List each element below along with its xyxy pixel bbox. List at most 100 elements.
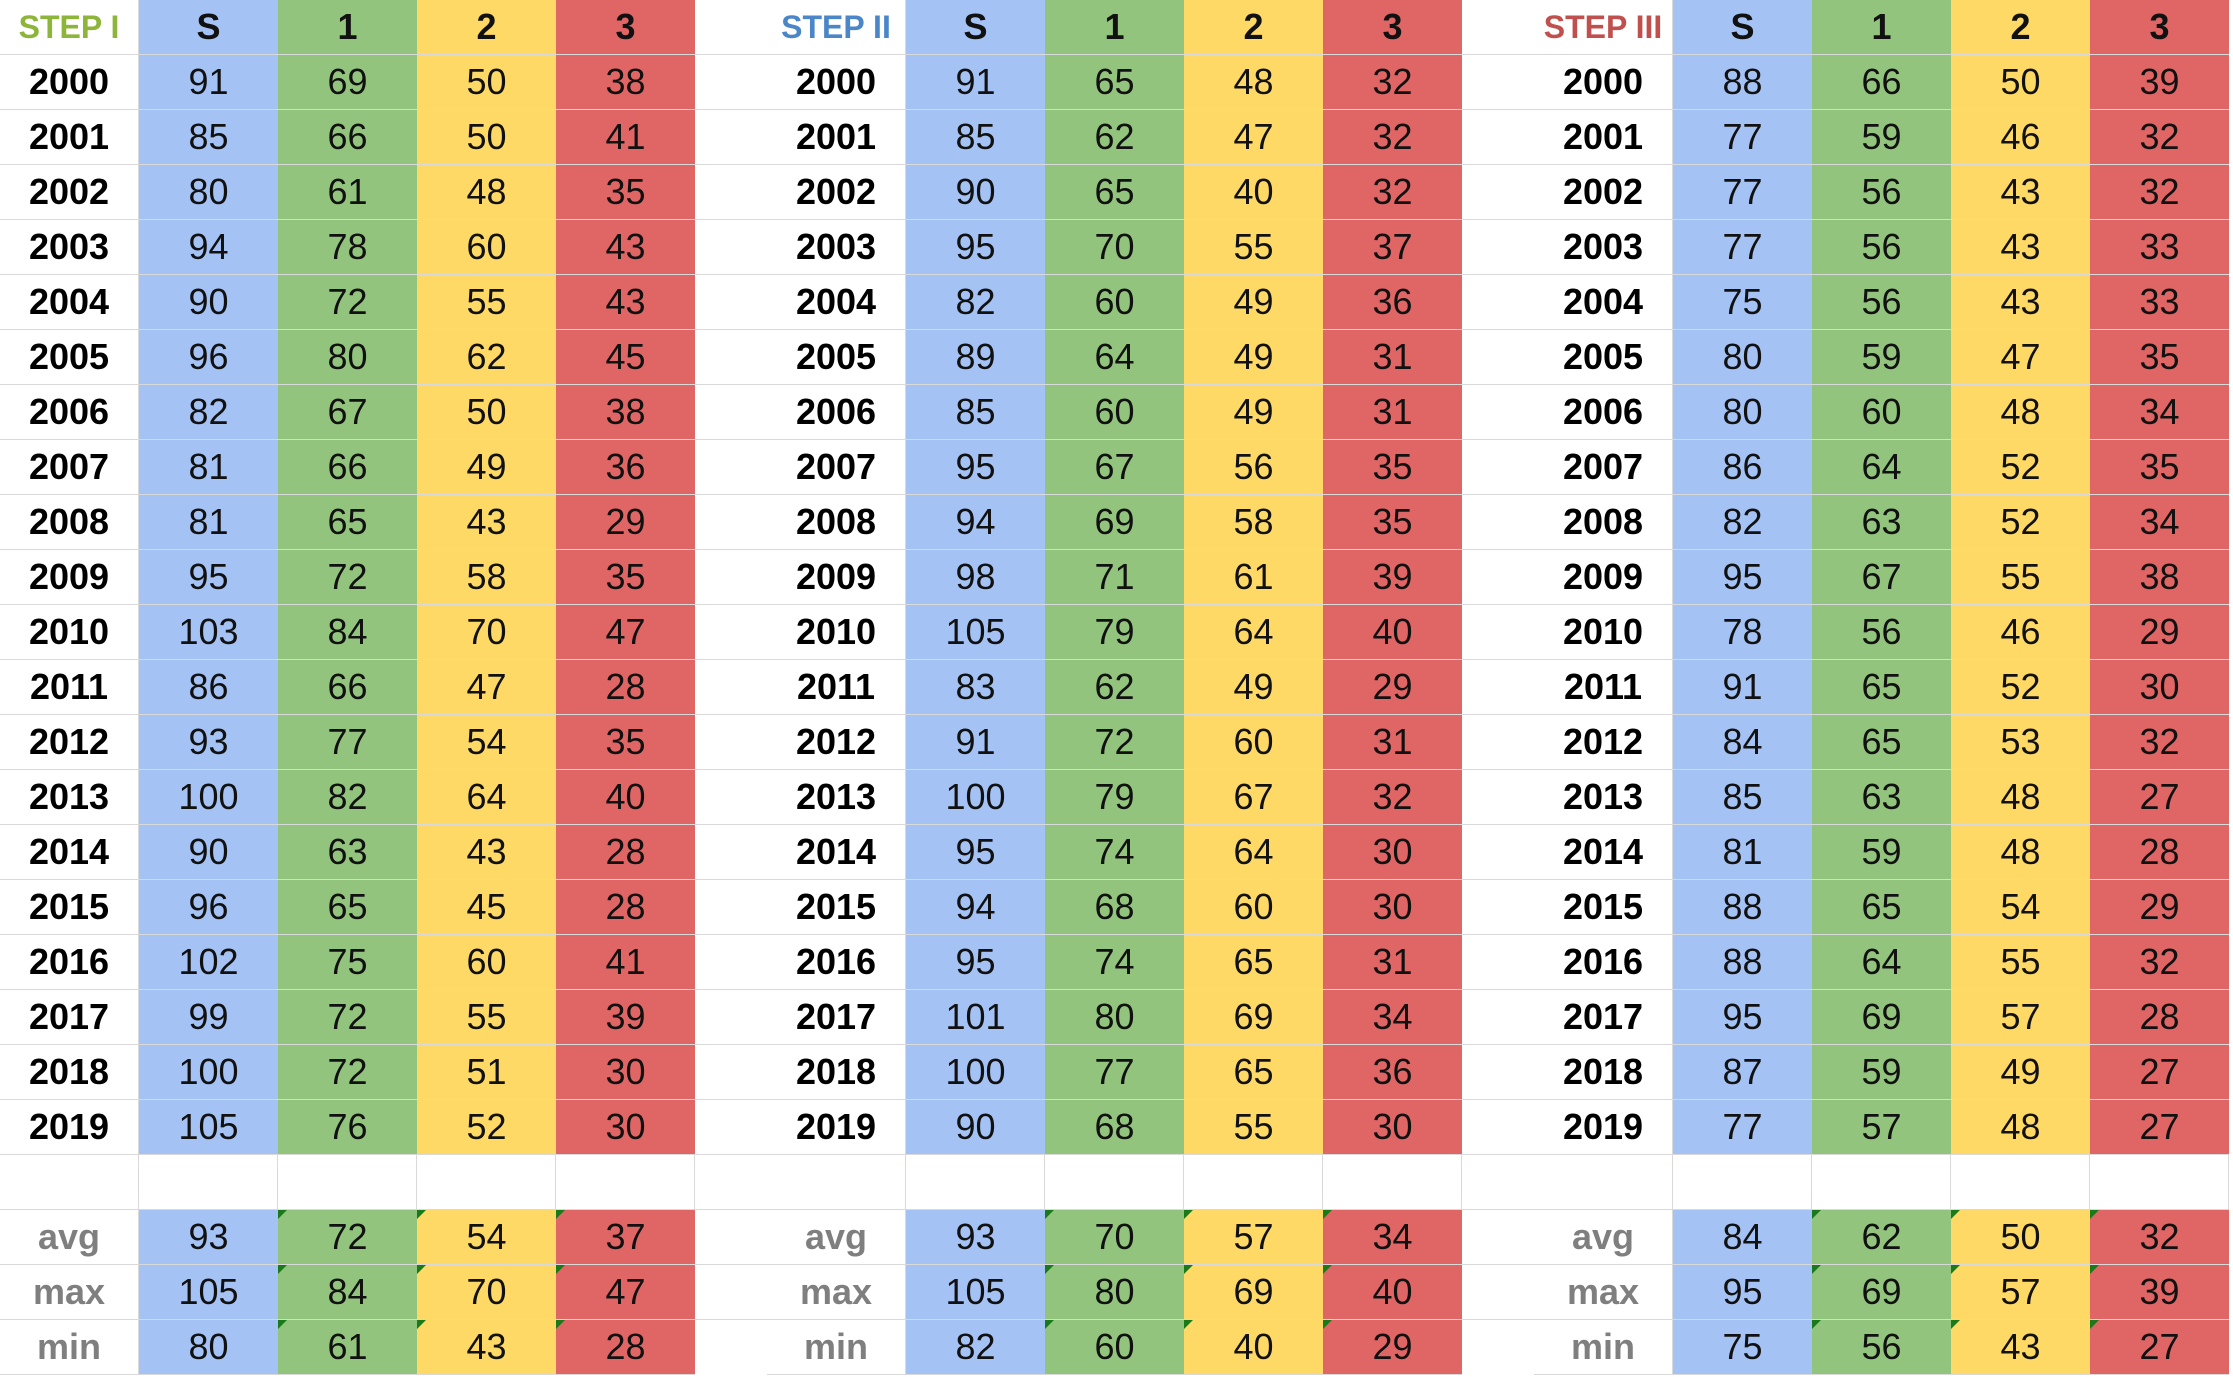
value-cell[interactable]: 69 <box>1184 990 1323 1045</box>
empty-cell[interactable] <box>1323 1155 1462 1210</box>
stat-value-cell[interactable]: 40 <box>1323 1265 1462 1320</box>
value-cell[interactable]: 30 <box>1323 880 1462 935</box>
value-cell[interactable]: 32 <box>2090 165 2229 220</box>
year-cell[interactable]: 2017 <box>1534 990 1673 1045</box>
value-cell[interactable]: 34 <box>2090 385 2229 440</box>
value-cell[interactable]: 47 <box>417 660 556 715</box>
value-cell[interactable]: 48 <box>1951 770 2090 825</box>
empty-cell[interactable] <box>1812 1155 1951 1210</box>
year-cell[interactable]: 2010 <box>767 605 906 660</box>
stat-label[interactable]: max <box>767 1265 906 1320</box>
value-cell[interactable]: 30 <box>556 1045 695 1100</box>
value-cell[interactable]: 59 <box>1812 110 1951 165</box>
column-header-1[interactable]: 1 <box>1045 0 1184 55</box>
value-cell[interactable]: 55 <box>1184 220 1323 275</box>
value-cell[interactable]: 29 <box>1323 660 1462 715</box>
value-cell[interactable]: 38 <box>2090 550 2229 605</box>
value-cell[interactable]: 60 <box>1184 715 1323 770</box>
value-cell[interactable]: 56 <box>1812 275 1951 330</box>
value-cell[interactable]: 49 <box>417 440 556 495</box>
value-cell[interactable]: 55 <box>1184 1100 1323 1155</box>
empty-cell[interactable] <box>0 1155 139 1210</box>
value-cell[interactable]: 52 <box>1951 440 2090 495</box>
value-cell[interactable]: 59 <box>1812 330 1951 385</box>
year-cell[interactable]: 2014 <box>1534 825 1673 880</box>
value-cell[interactable]: 38 <box>556 55 695 110</box>
stat-value-cell[interactable]: 72 <box>278 1210 417 1265</box>
value-cell[interactable]: 32 <box>1323 110 1462 165</box>
value-cell[interactable]: 33 <box>2090 275 2229 330</box>
value-cell[interactable]: 43 <box>1951 220 2090 275</box>
value-cell[interactable]: 46 <box>1951 110 2090 165</box>
value-cell[interactable]: 43 <box>556 275 695 330</box>
value-cell[interactable]: 64 <box>1184 605 1323 660</box>
value-cell[interactable]: 95 <box>906 440 1045 495</box>
value-cell[interactable]: 95 <box>906 220 1045 275</box>
value-cell[interactable]: 52 <box>1951 495 2090 550</box>
year-cell[interactable]: 2019 <box>767 1100 906 1155</box>
stat-value-cell[interactable]: 28 <box>556 1320 695 1375</box>
column-header-S[interactable]: S <box>906 0 1045 55</box>
value-cell[interactable]: 33 <box>2090 220 2229 275</box>
value-cell[interactable]: 72 <box>278 990 417 1045</box>
value-cell[interactable]: 35 <box>556 550 695 605</box>
value-cell[interactable]: 85 <box>139 110 278 165</box>
value-cell[interactable]: 66 <box>278 440 417 495</box>
step-label[interactable]: STEP III <box>1534 0 1673 55</box>
value-cell[interactable]: 101 <box>906 990 1045 1045</box>
value-cell[interactable]: 67 <box>1045 440 1184 495</box>
value-cell[interactable]: 100 <box>139 770 278 825</box>
year-cell[interactable]: 2000 <box>1534 55 1673 110</box>
value-cell[interactable]: 28 <box>2090 825 2229 880</box>
value-cell[interactable]: 88 <box>1673 55 1812 110</box>
value-cell[interactable]: 65 <box>1812 880 1951 935</box>
value-cell[interactable]: 54 <box>417 715 556 770</box>
year-cell[interactable]: 2003 <box>767 220 906 275</box>
column-header-1[interactable]: 1 <box>1812 0 1951 55</box>
year-cell[interactable]: 2007 <box>0 440 139 495</box>
value-cell[interactable]: 53 <box>1951 715 2090 770</box>
value-cell[interactable]: 40 <box>556 770 695 825</box>
stat-label[interactable]: min <box>767 1320 906 1375</box>
stat-value-cell[interactable]: 105 <box>906 1265 1045 1320</box>
year-cell[interactable]: 2013 <box>1534 770 1673 825</box>
value-cell[interactable]: 66 <box>278 110 417 165</box>
value-cell[interactable]: 32 <box>1323 770 1462 825</box>
value-cell[interactable]: 30 <box>1323 1100 1462 1155</box>
value-cell[interactable]: 30 <box>1323 825 1462 880</box>
year-cell[interactable]: 2016 <box>0 935 139 990</box>
value-cell[interactable]: 50 <box>417 110 556 165</box>
value-cell[interactable]: 90 <box>906 1100 1045 1155</box>
value-cell[interactable]: 63 <box>1812 495 1951 550</box>
year-cell[interactable]: 2001 <box>0 110 139 165</box>
value-cell[interactable]: 67 <box>1812 550 1951 605</box>
column-header-3[interactable]: 3 <box>556 0 695 55</box>
value-cell[interactable]: 36 <box>556 440 695 495</box>
value-cell[interactable]: 48 <box>1184 55 1323 110</box>
value-cell[interactable]: 31 <box>1323 330 1462 385</box>
value-cell[interactable]: 93 <box>139 715 278 770</box>
value-cell[interactable]: 72 <box>1045 715 1184 770</box>
column-header-2[interactable]: 2 <box>1184 0 1323 55</box>
stat-value-cell[interactable]: 43 <box>417 1320 556 1375</box>
year-cell[interactable]: 2009 <box>0 550 139 605</box>
value-cell[interactable]: 49 <box>1184 275 1323 330</box>
value-cell[interactable]: 65 <box>1184 1045 1323 1100</box>
value-cell[interactable]: 41 <box>556 110 695 165</box>
value-cell[interactable]: 64 <box>1184 825 1323 880</box>
value-cell[interactable]: 66 <box>1812 55 1951 110</box>
value-cell[interactable]: 75 <box>278 935 417 990</box>
year-cell[interactable]: 2008 <box>767 495 906 550</box>
value-cell[interactable]: 82 <box>278 770 417 825</box>
value-cell[interactable]: 82 <box>139 385 278 440</box>
year-cell[interactable]: 2013 <box>0 770 139 825</box>
value-cell[interactable]: 35 <box>1323 440 1462 495</box>
value-cell[interactable]: 95 <box>906 935 1045 990</box>
value-cell[interactable]: 56 <box>1812 605 1951 660</box>
value-cell[interactable]: 94 <box>906 495 1045 550</box>
value-cell[interactable]: 82 <box>1673 495 1812 550</box>
value-cell[interactable]: 69 <box>278 55 417 110</box>
year-cell[interactable]: 2006 <box>767 385 906 440</box>
value-cell[interactable]: 76 <box>278 1100 417 1155</box>
year-cell[interactable]: 2015 <box>1534 880 1673 935</box>
